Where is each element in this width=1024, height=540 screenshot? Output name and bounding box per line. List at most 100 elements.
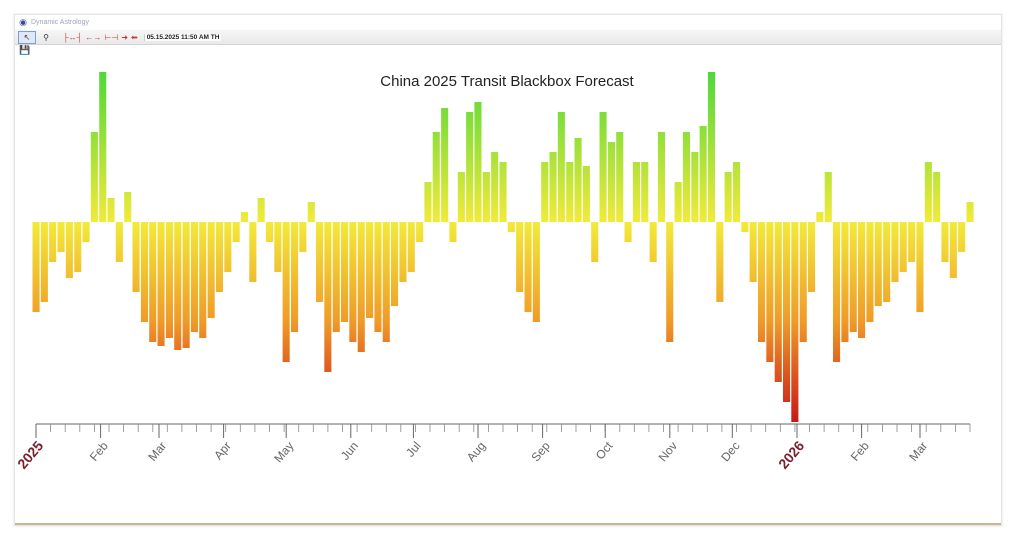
forecast-bar bbox=[457, 172, 465, 222]
expand-arrows-icon: ←→ bbox=[85, 32, 102, 42]
app-logo-icon: ◉ bbox=[19, 17, 27, 27]
forecast-bar bbox=[599, 112, 607, 222]
forecast-bar bbox=[933, 172, 941, 222]
forecast-bar bbox=[849, 222, 857, 332]
title-bar: ◉ Dynamic Astrology bbox=[15, 15, 1001, 29]
x-axis-year-label: 2025 bbox=[15, 437, 46, 471]
forecast-bar bbox=[733, 162, 741, 222]
forecast-bar bbox=[132, 222, 140, 292]
forecast-bar bbox=[641, 162, 649, 222]
forecast-bar bbox=[382, 222, 390, 342]
forecast-bar bbox=[557, 112, 565, 222]
forecast-bar bbox=[299, 222, 307, 252]
forecast-bar bbox=[391, 222, 399, 306]
forecast-bar bbox=[591, 222, 599, 262]
forecast-bar bbox=[741, 222, 749, 232]
x-axis-month-label: Sep bbox=[528, 439, 553, 465]
forecast-bar bbox=[833, 222, 841, 362]
x-axis-year-label: 2026 bbox=[775, 437, 807, 471]
forecast-bar bbox=[399, 222, 407, 282]
forecast-bar bbox=[532, 222, 540, 322]
forecast-bar bbox=[607, 142, 615, 222]
forecast-bar bbox=[791, 222, 799, 422]
forecast-bar bbox=[966, 202, 974, 222]
span-tool-button[interactable]: ├↔┤ bbox=[63, 32, 82, 43]
forecast-bar bbox=[908, 222, 916, 262]
forecast-bar bbox=[891, 222, 899, 282]
forecast-bar bbox=[90, 132, 98, 222]
zoom-tool-button[interactable]: ⚲ bbox=[39, 32, 53, 43]
save-icon[interactable]: 💾 bbox=[19, 45, 31, 55]
forecast-bar bbox=[766, 222, 774, 362]
forecast-bar bbox=[474, 102, 482, 222]
forecast-bar bbox=[424, 182, 432, 222]
step-back-button[interactable]: ⬅ bbox=[131, 32, 138, 43]
measure-icon: ⊢⊣ bbox=[104, 32, 119, 42]
forecast-bar bbox=[174, 222, 182, 350]
forecast-bar bbox=[916, 222, 924, 312]
forecast-bar bbox=[549, 152, 557, 222]
forecast-bar bbox=[57, 222, 65, 252]
forecast-bar bbox=[349, 222, 357, 342]
datetime-display[interactable]: 05.15.2025 11:50 AM TH bbox=[143, 33, 222, 41]
window-bottom-border bbox=[15, 523, 1001, 525]
forecast-bar bbox=[824, 172, 832, 222]
forecast-bar bbox=[240, 212, 248, 222]
forecast-bar bbox=[949, 222, 957, 278]
arrow-left-icon: ⬅ bbox=[130, 32, 138, 42]
forecast-bar bbox=[32, 222, 40, 312]
forecast-bar bbox=[274, 222, 282, 272]
forecast-bar bbox=[783, 222, 791, 402]
x-axis-month-label: May bbox=[271, 439, 296, 465]
forecast-bar bbox=[215, 222, 223, 292]
forecast-bar bbox=[165, 222, 173, 338]
forecast-bar bbox=[257, 198, 265, 222]
x-axis-month-label: Jul bbox=[403, 439, 424, 460]
forecast-bar bbox=[341, 222, 349, 322]
forecast-bar bbox=[282, 222, 290, 362]
forecast-bar bbox=[449, 222, 457, 242]
measure-tool-button[interactable]: ⊢⊣ bbox=[104, 32, 118, 43]
forecast-bar bbox=[716, 222, 724, 302]
forecast-bar bbox=[249, 222, 257, 282]
toolbar: ↖ ⚲ ├↔┤ ←→ ⊢⊣ ➜ ⬅ 05.15.2025 11:50 AM TH bbox=[15, 30, 1001, 45]
forecast-bar bbox=[441, 108, 449, 222]
forecast-bar bbox=[65, 222, 73, 278]
x-axis-month-label: Oct bbox=[593, 438, 616, 462]
forecast-bar bbox=[182, 222, 190, 348]
forecast-bar bbox=[758, 222, 766, 342]
forecast-bar bbox=[115, 222, 123, 262]
forecast-bar bbox=[799, 222, 807, 342]
forecast-bar bbox=[883, 222, 891, 302]
pointer-tool-button[interactable]: ↖ bbox=[18, 30, 36, 44]
forecast-bar bbox=[816, 212, 824, 222]
forecast-bar bbox=[49, 222, 57, 262]
forecast-bar bbox=[266, 222, 274, 242]
forecast-bar bbox=[941, 222, 949, 262]
forecast-bar bbox=[841, 222, 849, 342]
forecast-chart: China 2025 Transit Blackbox Forecast 202… bbox=[15, 72, 974, 472]
x-axis-month-label: Nov bbox=[656, 439, 680, 464]
app-title: Dynamic Astrology bbox=[31, 18, 89, 26]
forecast-bar bbox=[899, 222, 907, 272]
forecast-bar bbox=[699, 126, 707, 222]
forecast-bar bbox=[657, 132, 665, 222]
forecast-bar bbox=[541, 162, 549, 222]
expand-tool-button[interactable]: ←→ bbox=[85, 32, 101, 43]
forecast-bar bbox=[858, 222, 866, 338]
forecast-bar bbox=[866, 222, 874, 322]
step-forward-button[interactable]: ➜ bbox=[121, 32, 128, 43]
forecast-bar bbox=[574, 138, 582, 222]
forecast-bar bbox=[316, 222, 324, 302]
forecast-bar bbox=[149, 222, 157, 342]
forecast-bar bbox=[682, 132, 690, 222]
forecast-bar bbox=[674, 182, 682, 222]
x-axis-month-label: Feb bbox=[87, 439, 111, 464]
forecast-bar bbox=[491, 152, 499, 222]
forecast-bar bbox=[99, 72, 107, 222]
forecast-bar bbox=[224, 222, 232, 272]
chart-title: China 2025 Transit Blackbox Forecast bbox=[380, 73, 634, 90]
forecast-bar bbox=[582, 166, 590, 222]
forecast-bar bbox=[357, 222, 365, 352]
forecast-bar bbox=[291, 222, 299, 332]
